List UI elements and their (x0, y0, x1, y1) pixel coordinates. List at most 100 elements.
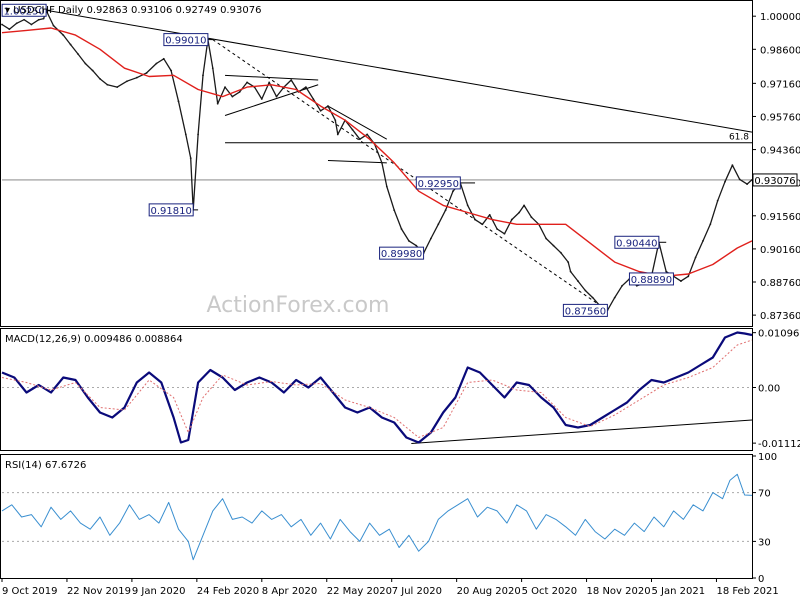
price-point (665, 270, 668, 273)
annotation-label: 0.99010 (165, 36, 206, 47)
price-point (567, 261, 570, 264)
trendline-4 (327, 105, 388, 140)
price-point (569, 270, 572, 273)
annotation-box (163, 33, 209, 47)
price-point (385, 185, 388, 188)
trendline-1 (212, 39, 608, 311)
macd-panel-frame (0, 328, 753, 451)
rsi-ytick-label: 100 (758, 452, 777, 463)
price-point (224, 86, 226, 89)
price-point (145, 72, 148, 74)
price-point (8, 28, 11, 31)
price-point (724, 180, 726, 183)
x-tick-label: 9 Jan 2020 (132, 586, 186, 597)
price-point (545, 237, 548, 240)
price-point (319, 109, 322, 112)
x-tick-label: 22 Nov 2019 (67, 586, 131, 597)
price-point (211, 67, 214, 70)
price-point (334, 119, 337, 122)
macd-trendline (411, 419, 753, 444)
price-point (52, 24, 55, 27)
price-point (510, 218, 513, 221)
watermark-text: ActionForex.com (207, 293, 390, 318)
trendline-0 (46, 9, 753, 133)
price-point (407, 239, 410, 242)
price-panel-frame (0, 0, 753, 327)
price-point (305, 86, 307, 89)
macd-ytick-label: 0.00 (758, 384, 780, 395)
macd-ytick-label: 0.010967 (758, 329, 800, 340)
price-point (400, 228, 403, 230)
price-point (246, 81, 248, 84)
x-tick-label: 20 Aug 2020 (457, 586, 521, 597)
price-point (415, 244, 418, 247)
price-point (621, 284, 623, 287)
annotation-box (614, 235, 660, 249)
price-point (327, 105, 329, 107)
price-point (393, 209, 396, 212)
price-point (162, 57, 165, 60)
macd-line (1, 331, 753, 444)
price-point (687, 275, 690, 278)
price-ytick-label: 0.91560 (760, 212, 800, 223)
price-point (518, 211, 521, 214)
x-tick-label: 22 May 2020 (327, 586, 392, 597)
rsi-ytick-label: 0 (758, 574, 764, 585)
annotation-label: 1.00250 (3, 6, 44, 17)
rsi-ytick-label: 70 (758, 489, 771, 500)
x-tick-label: 24 Feb 2020 (197, 586, 259, 597)
annotation-label: 0.88890 (631, 275, 672, 286)
price-point (746, 183, 748, 186)
trendline-5 (327, 159, 387, 164)
price-point (106, 83, 109, 86)
price-point (366, 133, 369, 136)
macd-ytick-label: -0.011127 (758, 439, 800, 450)
price-point (69, 43, 72, 46)
rsi-panel: 100 70 30 0 RSI(14) 67.6726 (0, 452, 777, 585)
price-point (702, 239, 704, 242)
x-tick-label: 5 Jan 2021 (652, 586, 706, 597)
price-point (694, 256, 697, 259)
price-point (591, 296, 594, 299)
price-point (466, 204, 469, 207)
price-point (231, 95, 234, 98)
price-point (523, 204, 525, 207)
price-point (530, 216, 533, 219)
rsi-title: RSI(14) 67.6726 (5, 460, 86, 471)
price-point (116, 86, 119, 89)
price-point (260, 98, 263, 100)
annotation-box (379, 246, 425, 260)
price-point (312, 98, 315, 100)
price-point (577, 280, 579, 282)
price-point (170, 69, 173, 72)
price-ytick-label: 0.88760 (760, 278, 800, 289)
annotation-box (562, 303, 608, 317)
price-point (481, 223, 484, 226)
price-point (613, 296, 616, 299)
price-panel: ActionForex.com 1.00000 0.98600 0.97160 0.95… (0, 0, 800, 327)
price-point (184, 133, 187, 136)
price-point (91, 69, 94, 72)
price-ytick-label: 0.95760 (760, 112, 800, 123)
price-point (381, 161, 383, 164)
price-point (30, 23, 33, 26)
price-point (444, 209, 447, 212)
x-tick-label: 5 Oct 2020 (522, 586, 577, 597)
price-point (680, 280, 682, 282)
price-point (23, 18, 25, 21)
price-ytick-label: 0.90160 (760, 245, 800, 256)
annotation-label: 0.89980 (381, 249, 422, 260)
price-point (351, 128, 354, 131)
price-ytick-label: 0.94360 (760, 146, 800, 157)
price-point (197, 133, 199, 136)
last-price-label: 0.93076 (754, 176, 795, 187)
macd-panel: 0.010967 0.00 -0.011127 MACD(12,26,9) 0.009… (0, 328, 800, 451)
price-point (738, 178, 741, 181)
price-ytick-label: 0.97160 (760, 79, 800, 90)
price-point (99, 77, 101, 80)
price-point (238, 90, 241, 93)
price-point (430, 237, 432, 240)
price-point (62, 34, 65, 37)
x-axis: 9 Oct 2019 22 Nov 2019 9 Jan 2020 24 Feb 20… (1, 578, 779, 597)
